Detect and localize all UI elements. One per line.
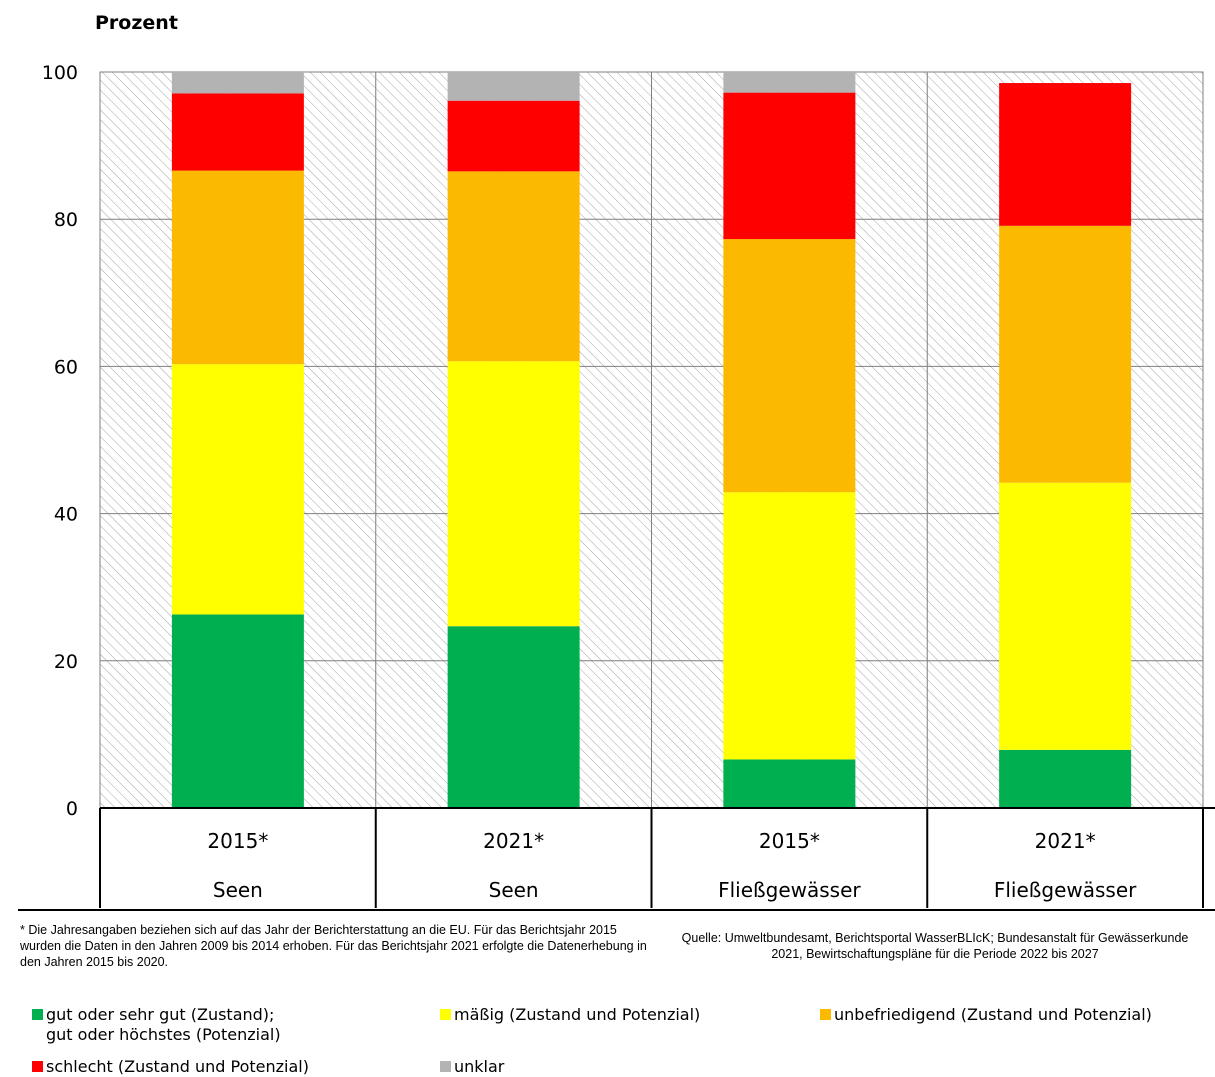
x-category-year: 2015*	[207, 829, 268, 853]
legend-label: mäßig (Zustand und Potenzial)	[454, 1005, 701, 1024]
legend-item: unbefriedigend (Zustand und Potenzial)	[820, 1005, 1152, 1025]
bar-segment-schlecht	[999, 83, 1132, 226]
legend-label: unbefriedigend (Zustand und Potenzial)	[834, 1005, 1152, 1024]
y-tick-label: 80	[54, 209, 78, 231]
legend-label: gut oder sehr gut (Zustand);	[46, 1005, 275, 1024]
bar-segment-maessig	[447, 361, 580, 627]
legend-item: unklar	[440, 1057, 504, 1077]
bar-segment-gut	[723, 759, 856, 808]
legend-label-continued: gut oder höchstes (Potenzial)	[46, 1025, 281, 1044]
x-category-group: Seen	[489, 878, 539, 902]
legend-swatch	[820, 1009, 831, 1020]
x-category-group: Seen	[213, 878, 263, 902]
legend-label: unklar	[454, 1057, 505, 1076]
x-category-group: Fließgewässer	[718, 878, 861, 902]
legend-label: schlecht (Zustand und Potenzial)	[46, 1057, 309, 1076]
y-tick-label: 0	[66, 798, 78, 820]
legend-swatch	[32, 1061, 43, 1072]
bar-segment-maessig	[723, 492, 856, 760]
bar-segment-gut	[447, 626, 580, 808]
x-category-year: 2021*	[483, 829, 544, 853]
y-tick-label: 60	[54, 356, 78, 378]
y-axis-label: Prozent	[95, 12, 178, 34]
bar-segment-unbefriedigend	[999, 225, 1132, 483]
legend-swatch	[440, 1009, 451, 1020]
y-tick-label: 100	[42, 62, 78, 84]
bar-segment-gut	[999, 749, 1132, 808]
bar-segment-unbefriedigend	[723, 239, 856, 493]
stacked-bar-chart: 0 20 40 60 80 100 2015* Seen 2021* Seen 2015* Fließ…	[18, 62, 1215, 911]
footnote: * Die Jahresangaben beziehen sich auf da…	[20, 923, 647, 969]
legend-item: gut oder sehr gut (Zustand); gut oder höc…	[32, 1005, 281, 1045]
x-category-group: Fließgewässer	[994, 878, 1137, 902]
bar-segment-schlecht	[171, 93, 304, 171]
bar-segment-unbefriedigend	[171, 170, 304, 365]
source-note: Quelle: Umweltbundesamt, Berichtsportal …	[681, 931, 1189, 961]
y-tick-label: 40	[54, 504, 78, 526]
bar-segment-unklar	[171, 72, 304, 94]
legend-item: mäßig (Zustand und Potenzial)	[440, 1005, 700, 1025]
legend-swatch	[440, 1061, 451, 1072]
bar-segment-maessig	[171, 364, 304, 615]
y-tick-label: 20	[54, 651, 78, 673]
bar-segment-maessig	[999, 482, 1132, 750]
bar-segment-unbefriedigend	[447, 171, 580, 362]
x-category-year: 2021*	[1035, 829, 1096, 853]
bar-segment-unklar	[447, 72, 580, 101]
legend-item: schlecht (Zustand und Potenzial)	[32, 1057, 309, 1077]
bar-segment-gut	[171, 614, 304, 808]
bar-segment-unklar	[723, 72, 856, 93]
x-category-year: 2015*	[759, 829, 820, 853]
legend-swatch	[32, 1009, 43, 1020]
bar-segment-schlecht	[447, 100, 580, 172]
bar-segment-schlecht	[723, 92, 856, 240]
